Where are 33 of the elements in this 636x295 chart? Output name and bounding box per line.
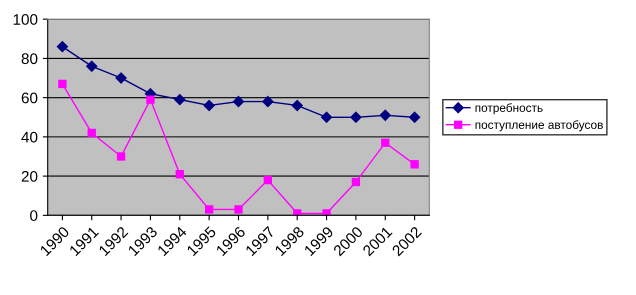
point <box>320 112 332 123</box>
point <box>264 176 272 184</box>
y-tick-label: 40 <box>21 132 38 143</box>
point <box>204 205 214 214</box>
point <box>116 152 126 161</box>
point <box>58 80 67 88</box>
point <box>232 96 244 108</box>
point <box>322 209 331 216</box>
point <box>234 205 243 214</box>
point <box>380 110 391 121</box>
legend-label: потребность <box>476 103 543 114</box>
point <box>176 170 184 178</box>
point <box>204 100 215 112</box>
point <box>350 112 362 123</box>
y-tick-label: 100 <box>14 14 38 25</box>
point <box>115 72 127 84</box>
y-tick-label: 0 <box>30 210 38 222</box>
point <box>410 160 419 169</box>
point <box>88 128 96 138</box>
point <box>409 112 420 123</box>
point <box>352 178 360 186</box>
y-tick-label: 80 <box>22 53 38 64</box>
point <box>381 138 390 147</box>
legend-label: поступление автобусов <box>476 120 603 132</box>
point <box>174 94 186 106</box>
point <box>292 100 303 112</box>
point <box>146 95 155 104</box>
point <box>86 60 98 72</box>
point <box>293 209 302 216</box>
y-tick-label: 60 <box>22 92 38 104</box>
point <box>262 96 274 108</box>
y-tick-label: 20 <box>22 170 38 182</box>
point <box>56 41 68 52</box>
